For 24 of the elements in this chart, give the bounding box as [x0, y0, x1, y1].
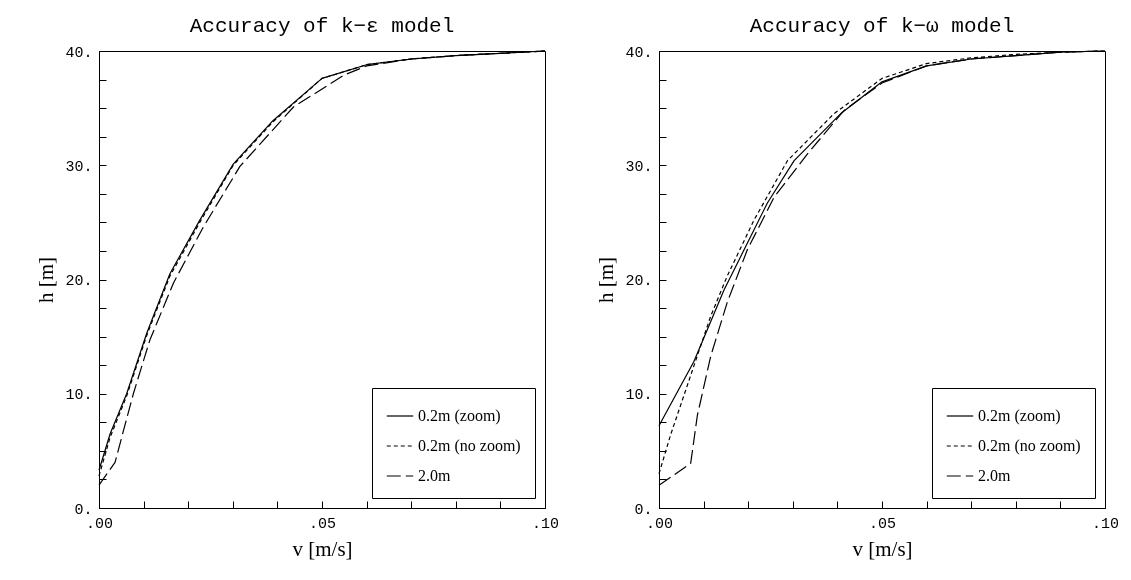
y-tick-label: 30.	[65, 158, 93, 176]
legend-label: 2.0m	[978, 467, 1011, 484]
x-axis-title: v [m/s]	[852, 536, 913, 561]
legend-label: 0.2m (no zoom)	[418, 437, 521, 455]
x-axis-title: v [m/s]	[292, 536, 353, 561]
y-axis-title: h [m]	[34, 256, 59, 304]
chart-title: Accuracy of k−ε model	[189, 15, 455, 38]
y-tick-label: 40.	[625, 44, 653, 62]
y-tick-label: 10.	[625, 387, 653, 405]
x-tick-label: .10	[1091, 515, 1120, 533]
x-tick-label: .10	[531, 515, 560, 533]
legend-label: 0.2m (no zoom)	[978, 437, 1081, 455]
legend-label: 0.2m (zoom)	[418, 407, 501, 425]
legend-label: 2.0m	[418, 467, 451, 484]
x-tick-label: .05	[308, 515, 337, 533]
legend-label: 0.2m (zoom)	[978, 407, 1061, 425]
y-tick-label: 20.	[65, 273, 93, 290]
y-tick-label: 40.	[65, 44, 93, 62]
y-tick-label: 30.	[625, 158, 653, 176]
y-tick-label: 10.	[65, 387, 93, 405]
x-tick-label: .05	[868, 515, 897, 533]
chart-title: Accuracy of k−ω model	[749, 15, 1015, 38]
y-tick-label: 20.	[625, 273, 653, 290]
y-axis-title: h [m]	[594, 256, 619, 304]
